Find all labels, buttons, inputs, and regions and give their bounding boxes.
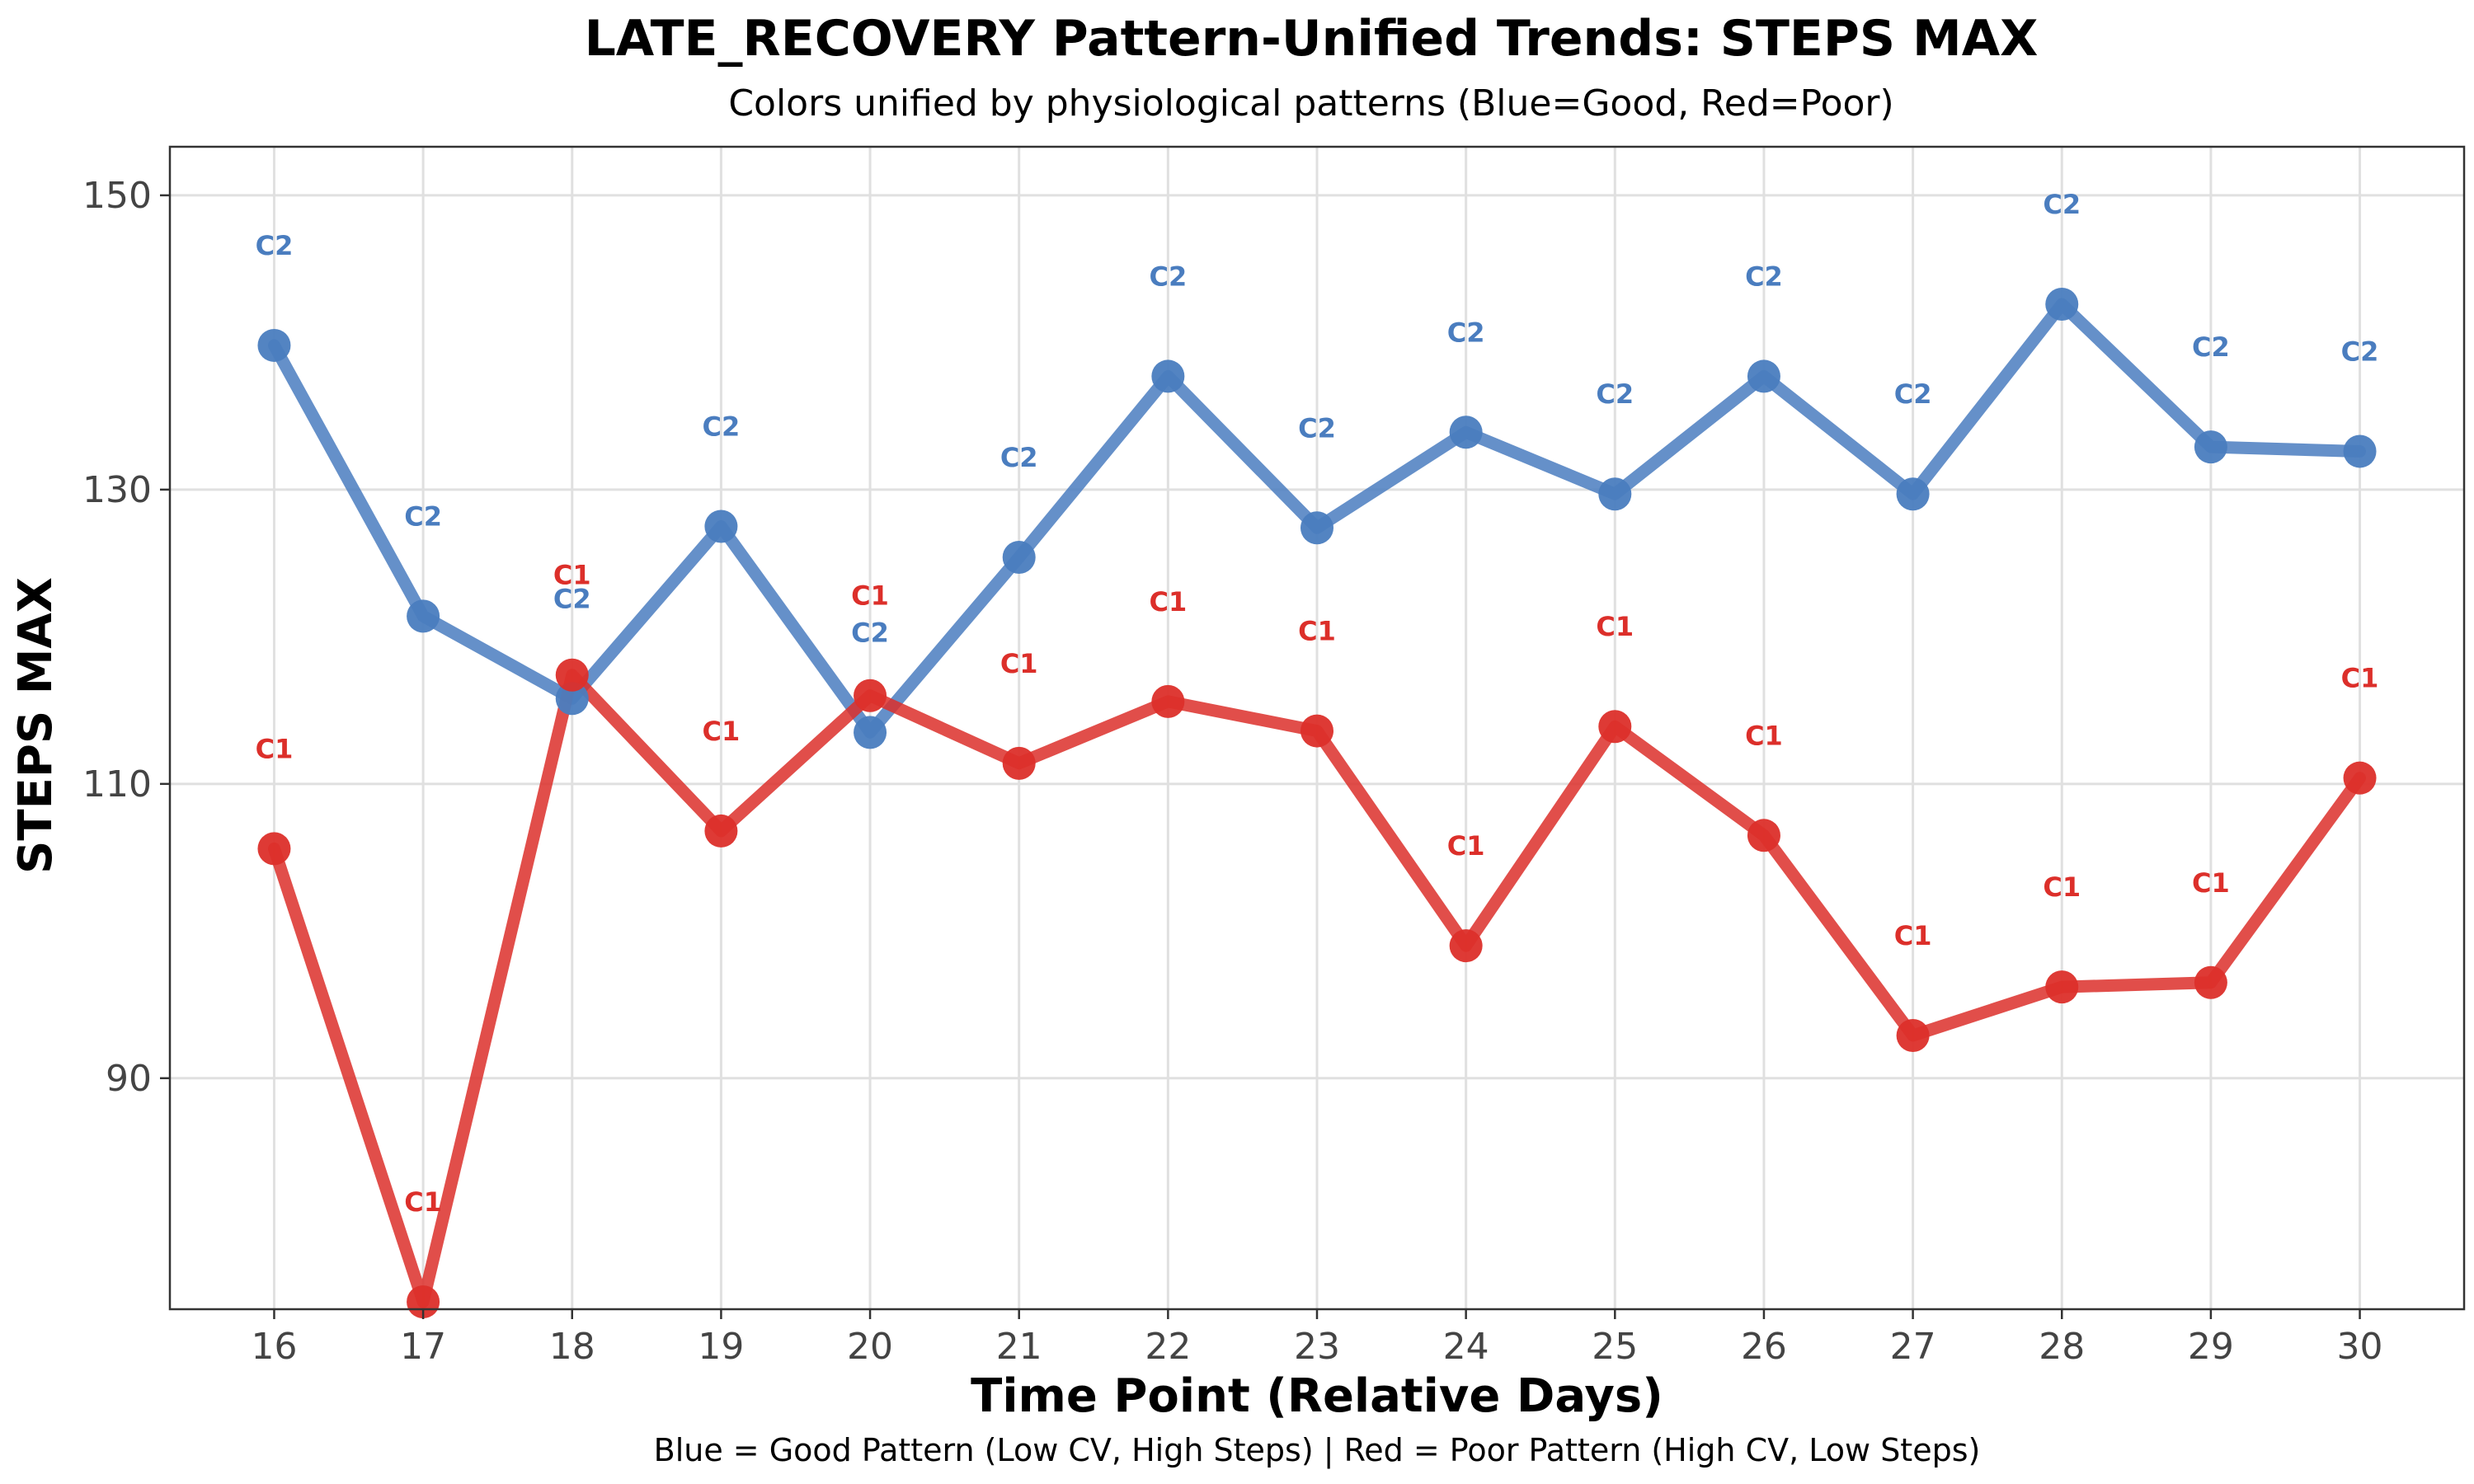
data-point-c2 (704, 510, 738, 543)
y-tick-label: 110 (82, 763, 152, 805)
data-point-c2 (1598, 477, 1632, 511)
data-point-c2 (854, 716, 887, 749)
data-label-c1: C1 (2341, 663, 2379, 694)
data-label-c1: C1 (1596, 611, 1634, 642)
x-tick-label: 24 (1443, 1326, 1489, 1368)
data-label-c2: C2 (2341, 336, 2379, 367)
x-tick-label: 30 (2337, 1326, 2383, 1368)
data-label-c2: C2 (1596, 378, 1634, 410)
x-tick-label: 16 (251, 1326, 297, 1368)
data-label-c2: C2 (1447, 317, 1485, 348)
data-label-c2: C2 (851, 617, 889, 648)
data-label-c1: C1 (404, 1186, 442, 1218)
x-tick-label: 29 (2188, 1326, 2234, 1368)
data-label-c1: C1 (553, 560, 591, 591)
data-label-c1: C1 (851, 580, 889, 612)
data-label-c1: C1 (2192, 867, 2230, 899)
chart-subtitle: Colors unified by physiological patterns… (728, 82, 1893, 124)
y-axis-title: STEPS MAX (9, 577, 63, 874)
data-point-c1 (1896, 1019, 1930, 1053)
data-point-c2 (1151, 359, 1185, 393)
data-point-c1 (1151, 684, 1185, 718)
chart-title: LATE_RECOVERY Pattern-Unified Trends: ST… (585, 10, 2039, 68)
data-point-c2 (2194, 430, 2227, 464)
data-point-c2 (257, 328, 291, 362)
data-label-c1: C1 (1745, 720, 1783, 751)
data-point-c1 (704, 814, 738, 848)
x-tick-label: 18 (549, 1326, 595, 1368)
data-point-c2 (1896, 477, 1930, 511)
data-point-c1 (257, 832, 291, 866)
data-point-c2 (407, 599, 440, 633)
data-label-c2: C2 (2192, 331, 2230, 363)
data-point-c2 (2045, 287, 2079, 321)
data-label-c2: C2 (703, 411, 741, 442)
data-label-c2: C2 (1894, 378, 1932, 410)
data-label-c2: C2 (404, 500, 442, 532)
data-label-c1: C1 (1149, 586, 1187, 618)
data-point-c1 (2343, 761, 2377, 795)
y-tick-label: 90 (106, 1058, 152, 1100)
data-point-c1 (1598, 710, 1632, 744)
grid (170, 147, 2464, 1309)
data-point-c1 (1300, 714, 1333, 748)
series-points (257, 287, 2377, 1319)
data-point-c1 (2045, 970, 2079, 1004)
x-tick-label: 28 (2039, 1326, 2085, 1368)
x-axis-title: Time Point (Relative Days) (971, 1369, 1663, 1423)
y-tick-label: 130 (82, 469, 152, 511)
data-point-c1 (1449, 929, 1483, 963)
data-point-c1 (2194, 965, 2227, 999)
data-point-c2 (1300, 511, 1333, 545)
data-label-c2: C2 (1000, 442, 1038, 473)
data-point-c2 (2343, 434, 2377, 468)
data-label-c1: C1 (1894, 920, 1932, 951)
data-point-c1 (1002, 746, 1036, 780)
data-label-c2: C2 (1745, 261, 1783, 292)
y-tick-label: 150 (82, 175, 152, 217)
data-label-c1: C1 (1447, 830, 1485, 862)
data-point-c2 (1449, 416, 1483, 449)
data-label-c2: C2 (256, 230, 294, 261)
data-label-c1: C1 (256, 733, 294, 764)
x-tick-label: 26 (1741, 1326, 1787, 1368)
data-point-c2 (555, 682, 589, 716)
data-label-c1: C1 (1298, 616, 1336, 647)
data-label-c2: C2 (2043, 189, 2081, 220)
data-point-c2 (1002, 540, 1036, 574)
data-label-c2: C2 (553, 583, 591, 614)
axes: 16 17 18 19 20 21 22 23 24 25 26 27 28 29 30 90 110 130 15… (82, 175, 2383, 1368)
chart-caption: Blue = Good Pattern (Low CV, High Steps)… (654, 1432, 1981, 1469)
data-point-c1 (555, 658, 589, 692)
data-label-c1: C1 (1000, 648, 1038, 679)
x-tick-label: 21 (996, 1326, 1042, 1368)
x-tick-label: 25 (1592, 1326, 1638, 1368)
data-label-c1: C1 (2043, 871, 2081, 903)
x-tick-label: 20 (847, 1326, 893, 1368)
data-label-c2: C2 (1149, 261, 1187, 292)
x-tick-label: 23 (1294, 1326, 1340, 1368)
x-tick-label: 17 (400, 1326, 446, 1368)
x-tick-label: 19 (698, 1326, 744, 1368)
data-point-c1 (854, 679, 887, 712)
data-point-c2 (1747, 359, 1780, 393)
data-label-c2: C2 (1298, 412, 1336, 444)
x-tick-label: 27 (1890, 1326, 1936, 1368)
data-point-c1 (1747, 819, 1780, 852)
x-tick-label: 22 (1145, 1326, 1191, 1368)
data-label-c1: C1 (703, 716, 741, 747)
